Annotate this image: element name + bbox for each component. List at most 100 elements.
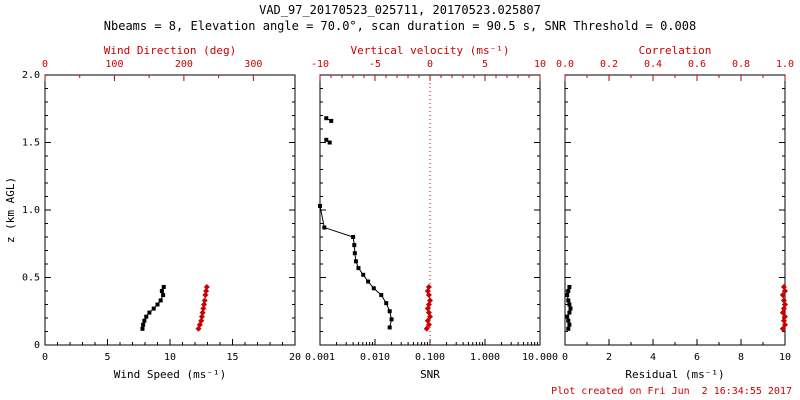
- residual-point: [565, 314, 570, 319]
- residual-point: [565, 293, 570, 298]
- x-tick-label: 6: [694, 352, 700, 363]
- x-top-axis-title: Correlation: [639, 44, 712, 57]
- wind-speed-point: [161, 284, 166, 289]
- y-tick-label: 2.0: [22, 70, 40, 81]
- x-tick-label: 20: [289, 352, 301, 363]
- residual-point: [568, 306, 573, 311]
- residual-point: [567, 302, 572, 307]
- x-axis-title: Residual (ms⁻¹): [625, 368, 724, 381]
- snr-profile-line: [319, 205, 393, 328]
- snr-profile-point: [322, 225, 327, 230]
- correlation-point: [780, 283, 787, 290]
- x-top-tick-label: 0: [42, 59, 48, 70]
- wind-direction-point: [200, 305, 207, 312]
- x-top-axis-title: Vertical velocity (ms⁻¹): [351, 44, 510, 57]
- x-tick-label: 10: [164, 352, 176, 363]
- plot-subtitle: Nbeams = 8, Elevation angle = 70.0°, sca…: [103, 19, 697, 33]
- x-top-tick-label: 100: [105, 59, 123, 70]
- residual-point: [566, 326, 571, 331]
- wind-speed-point: [141, 322, 146, 327]
- x-tick-label: 1.000: [470, 352, 500, 363]
- x-tick-label: 15: [226, 352, 238, 363]
- x-axis-title: SNR: [420, 368, 440, 381]
- x-tick-label: 0.010: [360, 352, 390, 363]
- residual-point: [566, 298, 571, 303]
- correlation-point: [780, 297, 787, 304]
- snr-profile-point: [327, 140, 332, 145]
- wind-speed-point: [161, 293, 166, 298]
- wind-speed-point: [142, 318, 147, 323]
- x-top-tick-label: 1.0: [776, 59, 794, 70]
- snr-profile-point: [324, 137, 329, 142]
- snr-profile-point: [384, 301, 389, 306]
- x-tick-label: 0.001: [305, 352, 335, 363]
- x-tick-label: 10.000: [522, 352, 558, 363]
- x-tick-label: 0: [42, 352, 48, 363]
- panel-residual-box: [564, 74, 786, 346]
- wind-speed-point: [147, 310, 152, 315]
- x-top-axis-title: Wind Direction (deg): [104, 44, 236, 57]
- correlation-point: [782, 313, 788, 320]
- wind-direction-point: [198, 317, 205, 324]
- snr-profile-point: [352, 251, 357, 256]
- wind-direction-point: [199, 309, 206, 316]
- x-tick-label: 5: [104, 352, 110, 363]
- y-tick-label: 0.5: [22, 273, 40, 284]
- wind-speed-point: [144, 314, 149, 319]
- snr-profile-point: [352, 243, 357, 248]
- vertical-velocity-point: [423, 325, 430, 332]
- y-tick-label: 0: [34, 340, 40, 351]
- wind-speed-point: [158, 298, 163, 303]
- vertical-velocity-point: [427, 297, 433, 304]
- snr-profile-point: [366, 279, 371, 284]
- snr-profile-point: [389, 317, 394, 322]
- wind-speed-point: [155, 302, 160, 307]
- wind-direction-point: [198, 313, 205, 320]
- x-top-tick-label: 0.8: [732, 59, 750, 70]
- y-tick-label: 1.0: [22, 205, 40, 216]
- snr-profile-point: [387, 309, 392, 314]
- snr-profile-point: [361, 272, 366, 277]
- wind-speed-point: [159, 289, 164, 293]
- x-top-tick-label: 5: [482, 59, 488, 70]
- x-top-tick-label: 0.2: [600, 59, 618, 70]
- residual-point: [567, 310, 572, 315]
- x-tick-label: 0.100: [415, 352, 445, 363]
- x-tick-label: 0: [562, 352, 568, 363]
- x-tick-label: 4: [650, 352, 656, 363]
- snr-profile-point: [329, 118, 334, 123]
- x-top-tick-label: 200: [175, 59, 193, 70]
- snr-profile-point: [324, 116, 329, 121]
- residual-point: [567, 284, 572, 289]
- wind-speed-point: [140, 326, 145, 331]
- y-tick-label: 1.5: [22, 138, 40, 149]
- vertical-velocity-point: [424, 317, 431, 324]
- x-axis-title: Wind Speed (ms⁻¹): [114, 368, 227, 381]
- x-top-tick-label: -10: [311, 59, 329, 70]
- plot-title: VAD_97_20170523_025711, 20170523.025807: [259, 3, 541, 17]
- x-tick-label: 8: [738, 352, 744, 363]
- wind-speed-point: [151, 306, 156, 311]
- snr-profile-point: [351, 235, 356, 239]
- y-axis-title: z (km AGL): [4, 177, 17, 243]
- x-top-tick-label: 0.4: [644, 59, 662, 70]
- snr-profile-point: [353, 259, 358, 264]
- correlation-point: [779, 292, 786, 299]
- snr-profile-point: [379, 293, 384, 298]
- x-tick-label: 2: [606, 352, 612, 363]
- wind-direction-point: [203, 283, 210, 290]
- wind-direction-point: [201, 301, 208, 308]
- snr-profile-point: [318, 203, 322, 208]
- wind-direction-point: [201, 297, 208, 304]
- x-top-tick-label: 10: [534, 59, 546, 70]
- wind-direction-point: [203, 288, 210, 294]
- residual-point: [566, 289, 571, 293]
- x-top-tick-label: 0.6: [688, 59, 706, 70]
- residual-point: [567, 322, 572, 327]
- x-tick-label: 10: [779, 352, 791, 363]
- wind-direction-point: [202, 292, 209, 299]
- correlation-point: [779, 325, 786, 332]
- plot-created-timestamp: Plot created on Fri Jun 2 16:34:55 2017: [551, 386, 792, 397]
